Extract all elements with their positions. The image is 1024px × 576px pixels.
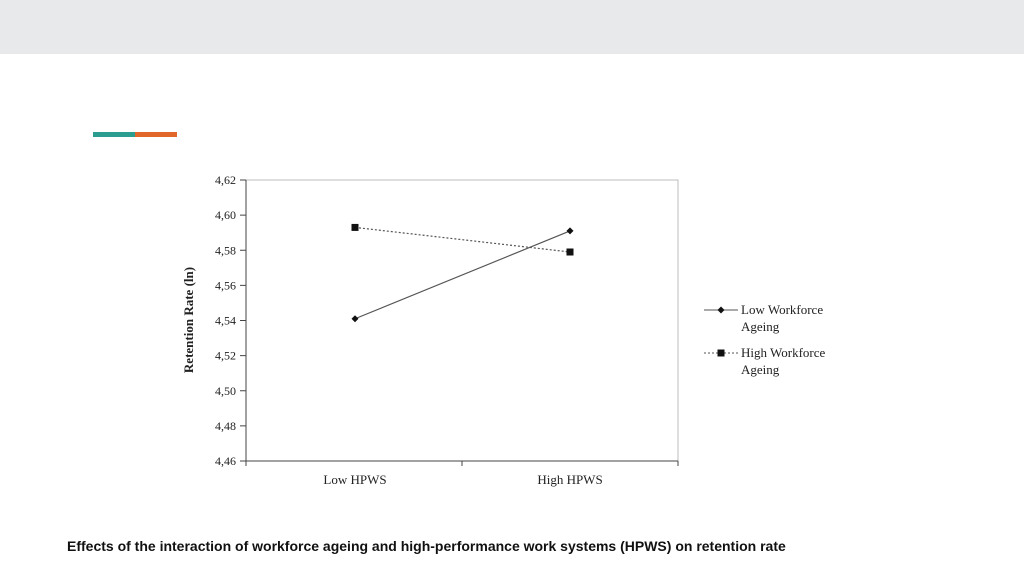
legend-label: Ageing xyxy=(741,362,780,377)
y-tick-label: 4,60 xyxy=(215,208,236,222)
series-high-workforce-ageing xyxy=(351,223,574,256)
x-ticks: Low HPWS High HPWS xyxy=(245,461,679,487)
series-low-workforce-ageing xyxy=(351,227,574,323)
series-line xyxy=(354,230,571,320)
y-tick-label: 4,58 xyxy=(215,243,236,257)
y-tick-label: 4,46 xyxy=(215,454,236,468)
data-point-square xyxy=(351,223,359,231)
legend: Low Workforce Ageing High Workforce Ageing xyxy=(704,302,826,377)
data-point-square xyxy=(717,349,725,357)
x-tick-label: High HPWS xyxy=(537,472,602,487)
slide-caption: Effects of the interaction of workforce … xyxy=(67,538,786,554)
accent-bar-teal xyxy=(93,132,135,137)
y-tick-label: 4,48 xyxy=(215,419,236,433)
series xyxy=(351,223,574,323)
legend-label: Low Workforce xyxy=(741,302,823,317)
x-tick-label: Low HPWS xyxy=(323,472,386,487)
data-point-square xyxy=(566,248,574,256)
y-ticks: 4,62 4,60 4,58 4,56 4,54 4,52 4,50 4,48 4,46 xyxy=(215,173,246,468)
y-axis-label: Retention Rate (ln) xyxy=(181,267,196,373)
y-tick-label: 4,50 xyxy=(215,384,236,398)
accent-bar-orange xyxy=(135,132,177,137)
legend-entry: Low Workforce Ageing xyxy=(704,302,823,334)
data-point-diamond xyxy=(717,306,725,314)
legend-label: High Workforce xyxy=(741,345,826,360)
y-tick-label: 4,62 xyxy=(215,173,236,187)
data-point-diamond xyxy=(566,227,574,235)
legend-entry: High Workforce Ageing xyxy=(704,345,826,377)
header-band xyxy=(0,0,1024,54)
series-line xyxy=(354,226,571,253)
y-tick-label: 4,56 xyxy=(215,278,236,292)
y-tick-label: 4,52 xyxy=(215,349,236,363)
data-point-diamond xyxy=(351,315,359,323)
plot-area xyxy=(245,179,679,462)
y-tick-label: 4,54 xyxy=(215,314,236,328)
legend-label: Ageing xyxy=(741,319,780,334)
accent-bar xyxy=(93,132,177,137)
